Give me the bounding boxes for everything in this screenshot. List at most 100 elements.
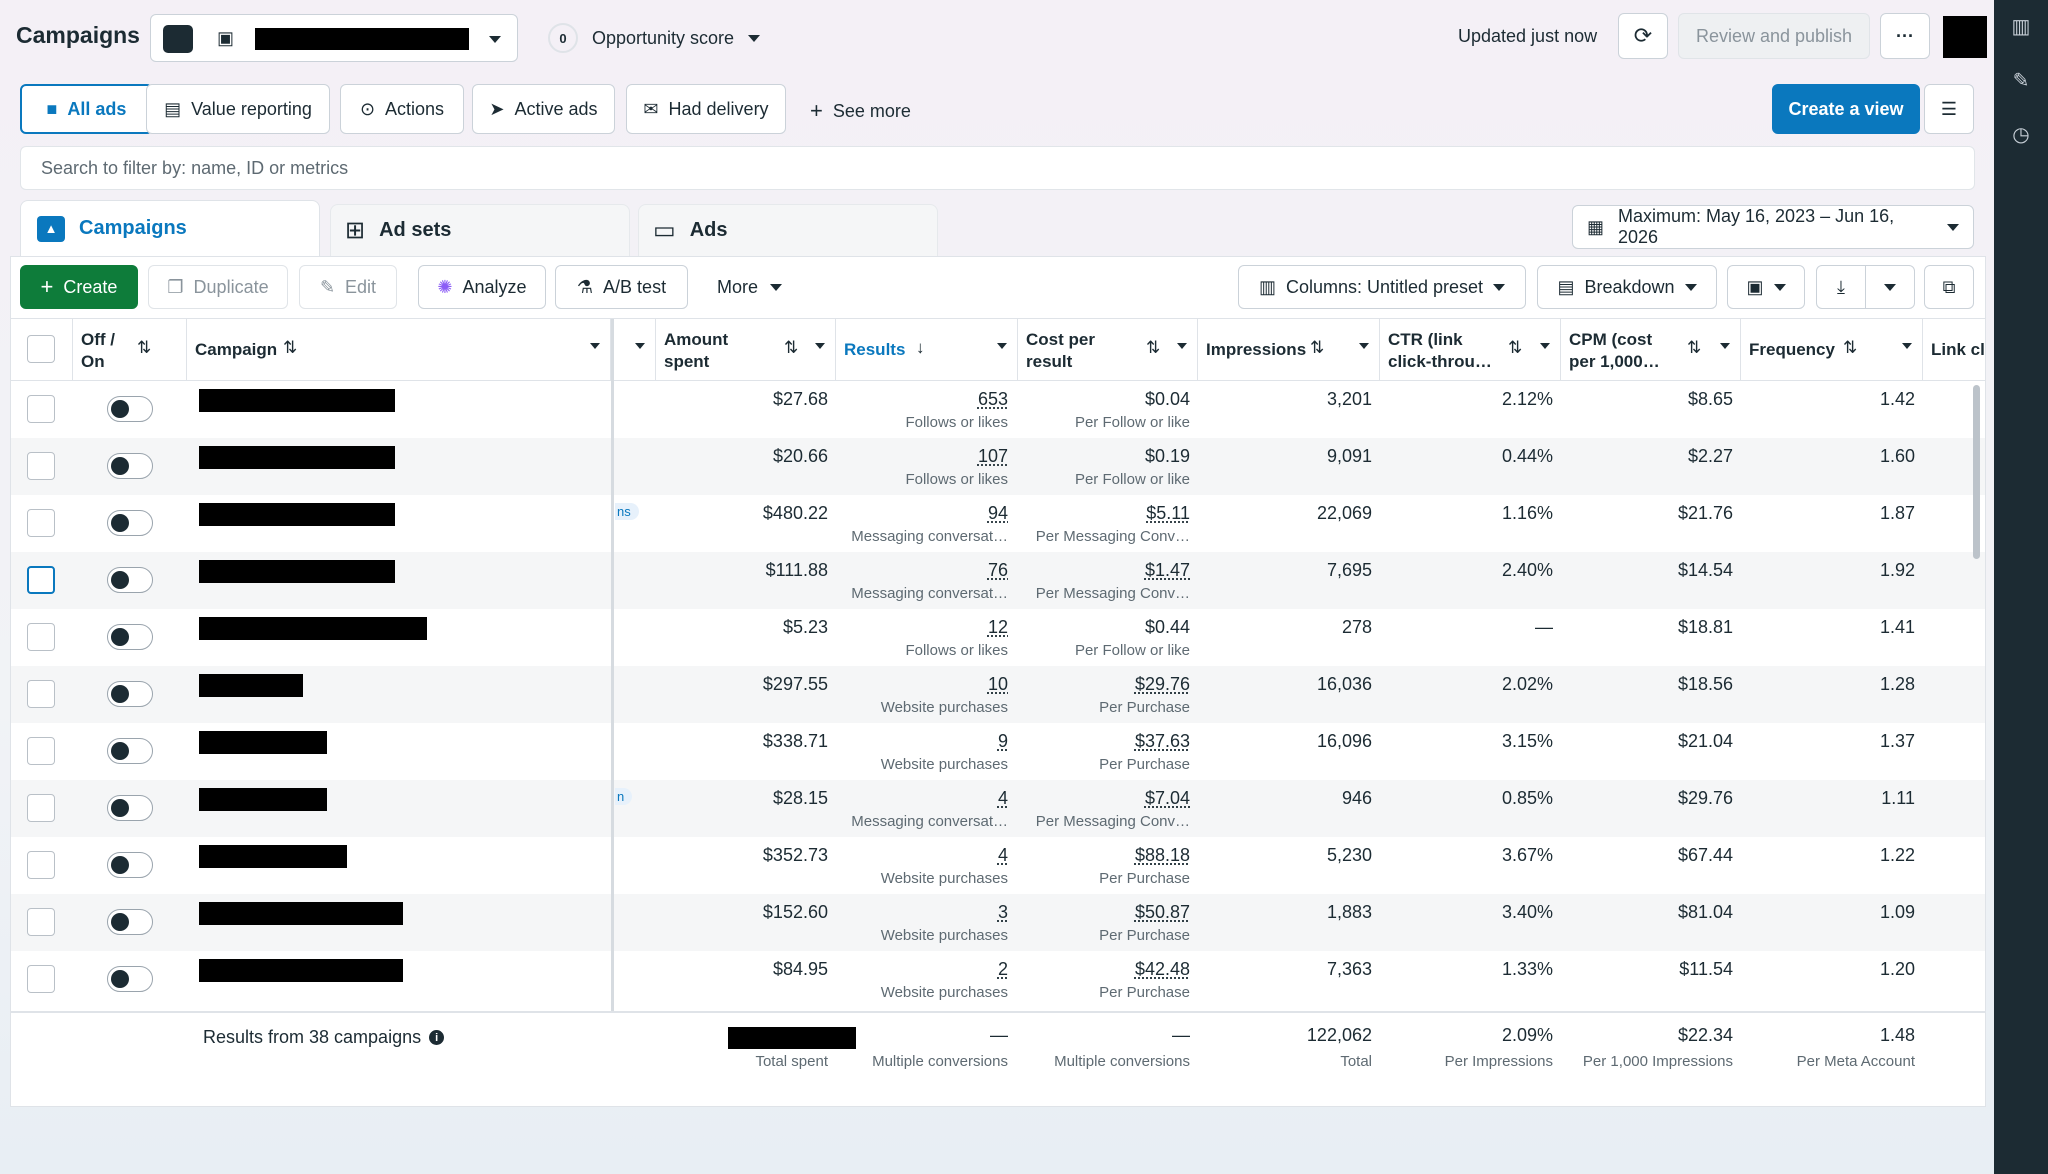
table-row[interactable]: $111.88 76 Messaging conversat… $1.47 Per Me… xyxy=(11,552,1985,609)
campaign-toggle[interactable] xyxy=(107,681,153,707)
col-impressions[interactable]: Impressions ⇅ xyxy=(1198,319,1380,381)
row-checkbox[interactable] xyxy=(27,851,55,879)
more-menu-button[interactable]: More xyxy=(717,277,783,298)
charts-button[interactable]: ⧉ xyxy=(1924,265,1974,309)
cell-cost-per-result[interactable]: $1.47 xyxy=(1144,560,1190,580)
select-all-checkbox[interactable] xyxy=(27,335,55,363)
cell-results[interactable]: 9 xyxy=(997,731,1008,751)
ab-test-button[interactable]: ⚗ A/B test xyxy=(555,265,688,309)
campaign-toggle[interactable] xyxy=(107,396,153,422)
sort-icon[interactable]: ⇅ xyxy=(137,338,152,357)
cell-cost-per-result[interactable]: $50.87 xyxy=(1134,902,1190,922)
analyze-button[interactable]: ✺ Analyze xyxy=(418,265,546,309)
table-row[interactable]: $5.23 12 Follows or likes $0.44 Per Follow o… xyxy=(11,609,1985,666)
chevron-down-icon[interactable] xyxy=(635,343,645,349)
edit-button[interactable]: ✎ Edit xyxy=(299,265,397,309)
col-campaign[interactable]: Campaign ⇅ xyxy=(187,319,611,381)
export-options-button[interactable] xyxy=(1865,265,1915,309)
row-checkbox[interactable] xyxy=(27,623,55,651)
tab-ads[interactable]: ▭ Ads xyxy=(638,204,938,256)
campaign-name-redacted[interactable] xyxy=(199,674,303,697)
row-checkbox[interactable] xyxy=(27,395,55,423)
campaign-toggle[interactable] xyxy=(107,909,153,935)
row-checkbox[interactable] xyxy=(27,965,55,993)
chevron-down-icon[interactable] xyxy=(997,343,1007,349)
col-amount-spent[interactable]: Amount spent ⇅ xyxy=(656,319,836,381)
breakdown-button[interactable]: ▤ Breakdown xyxy=(1537,265,1717,309)
row-checkbox[interactable] xyxy=(27,509,55,537)
campaign-toggle[interactable] xyxy=(107,738,153,764)
campaign-toggle[interactable] xyxy=(107,624,153,650)
history-icon[interactable]: ◷ xyxy=(2012,124,2030,146)
pencil-icon[interactable]: ✎ xyxy=(2012,70,2030,92)
cell-cost-per-result[interactable]: $0.44 xyxy=(1144,617,1190,637)
table-row[interactable]: $152.60 3 Website purchases $50.87 Per Purch… xyxy=(11,894,1985,951)
chevron-down-icon[interactable] xyxy=(1902,343,1912,349)
row-checkbox[interactable] xyxy=(27,452,55,480)
cell-results[interactable]: 12 xyxy=(987,617,1008,637)
sort-icon[interactable]: ⇅ xyxy=(1687,338,1702,357)
reports-button[interactable]: ▣ xyxy=(1727,265,1805,309)
table-row[interactable]: $297.55 10 Website purchases $29.76 Per Purc… xyxy=(11,666,1985,723)
campaign-toggle[interactable] xyxy=(107,510,153,536)
cell-results[interactable]: 4 xyxy=(997,845,1008,865)
col-cpm[interactable]: CPM (cost per 1,000… ⇅ xyxy=(1561,319,1741,381)
col-results[interactable]: Results ↓ xyxy=(836,319,1018,381)
col-frequency[interactable]: Frequency ⇅ xyxy=(1741,319,1923,381)
cell-cost-per-result[interactable]: $37.63 xyxy=(1134,731,1190,751)
export-button[interactable]: ⤓ xyxy=(1816,265,1866,309)
row-checkbox[interactable] xyxy=(27,566,55,594)
table-row[interactable]: $84.95 2 Website purchases $42.48 Per Purcha… xyxy=(11,951,1985,1008)
row-checkbox[interactable] xyxy=(27,908,55,936)
campaign-name-redacted[interactable] xyxy=(199,617,427,640)
cell-results[interactable]: 94 xyxy=(987,503,1008,523)
filter-active-ads[interactable]: ➤ Active ads xyxy=(472,84,615,134)
chevron-down-icon[interactable] xyxy=(1540,343,1550,349)
campaign-name-redacted[interactable] xyxy=(199,446,395,469)
filter-actions[interactable]: ⊙ Actions xyxy=(340,84,464,134)
profile-avatar-redacted[interactable] xyxy=(1943,16,1987,58)
filter-had-delivery[interactable]: ✉ Had delivery xyxy=(626,84,786,134)
sort-icon[interactable]: ⇅ xyxy=(784,338,799,357)
table-row[interactable]: $27.68 653 Follows or likes $0.04 Per Follow… xyxy=(11,381,1985,438)
account-selector[interactable]: ▣ xyxy=(150,14,518,62)
chevron-down-icon[interactable] xyxy=(1720,343,1730,349)
campaign-name-redacted[interactable] xyxy=(199,902,403,925)
table-row[interactable]: n $28.15 4 Messaging conversat… $7.04 Per Mes… xyxy=(11,780,1985,837)
campaign-name-redacted[interactable] xyxy=(199,731,327,754)
row-checkbox[interactable] xyxy=(27,794,55,822)
campaign-toggle[interactable] xyxy=(107,567,153,593)
campaign-name-redacted[interactable] xyxy=(199,560,395,583)
cell-cost-per-result[interactable]: $42.48 xyxy=(1134,959,1190,979)
col-ctr[interactable]: CTR (link click-throu… ⇅ xyxy=(1380,319,1561,381)
chevron-down-icon[interactable] xyxy=(815,343,825,349)
opportunity-score[interactable]: 0 Opportunity score xyxy=(548,22,761,54)
cell-cost-per-result[interactable]: $7.04 xyxy=(1144,788,1190,808)
row-checkbox[interactable] xyxy=(27,680,55,708)
sort-icon[interactable]: ⇅ xyxy=(1508,338,1523,357)
col-off-on[interactable]: Off / On ⇅ xyxy=(73,319,187,381)
row-checkbox[interactable] xyxy=(27,737,55,765)
cell-results[interactable]: 4 xyxy=(997,788,1008,808)
columns-button[interactable]: ▥ Columns: Untitled preset xyxy=(1238,265,1526,309)
table-row[interactable]: $352.73 4 Website purchases $88.18 Per Purch… xyxy=(11,837,1985,894)
col-link-clicks[interactable]: Link cli xyxy=(1923,319,1985,381)
campaign-name-redacted[interactable] xyxy=(199,503,395,526)
chart-icon[interactable]: ▥ xyxy=(2011,16,2031,38)
campaign-toggle[interactable] xyxy=(107,852,153,878)
sort-icon[interactable]: ⇅ xyxy=(1146,338,1161,357)
cell-results[interactable]: 653 xyxy=(977,389,1008,409)
cell-results[interactable]: 107 xyxy=(977,446,1008,466)
search-input[interactable]: Search to filter by: name, ID or metrics xyxy=(20,146,1975,190)
campaign-toggle[interactable] xyxy=(107,453,153,479)
date-range-picker[interactable]: ▦ Maximum: May 16, 2023 – Jun 16, 2026 xyxy=(1572,205,1974,249)
campaign-name-redacted[interactable] xyxy=(199,788,327,811)
cell-cost-per-result[interactable]: $88.18 xyxy=(1134,845,1190,865)
cell-cost-per-result[interactable]: $0.04 xyxy=(1144,389,1190,409)
filter-all-ads[interactable]: ■ All ads xyxy=(20,84,153,134)
col-cost-per-result[interactable]: Cost per result ⇅ xyxy=(1018,319,1198,381)
duplicate-button[interactable]: ❐ Duplicate xyxy=(148,265,288,309)
table-row[interactable]: ns $480.22 94 Messaging conversat… $5.11 Per … xyxy=(11,495,1985,552)
more-options-button[interactable]: ··· xyxy=(1880,13,1930,59)
table-row[interactable]: $338.71 9 Website purchases $37.63 Per Purch… xyxy=(11,723,1985,780)
